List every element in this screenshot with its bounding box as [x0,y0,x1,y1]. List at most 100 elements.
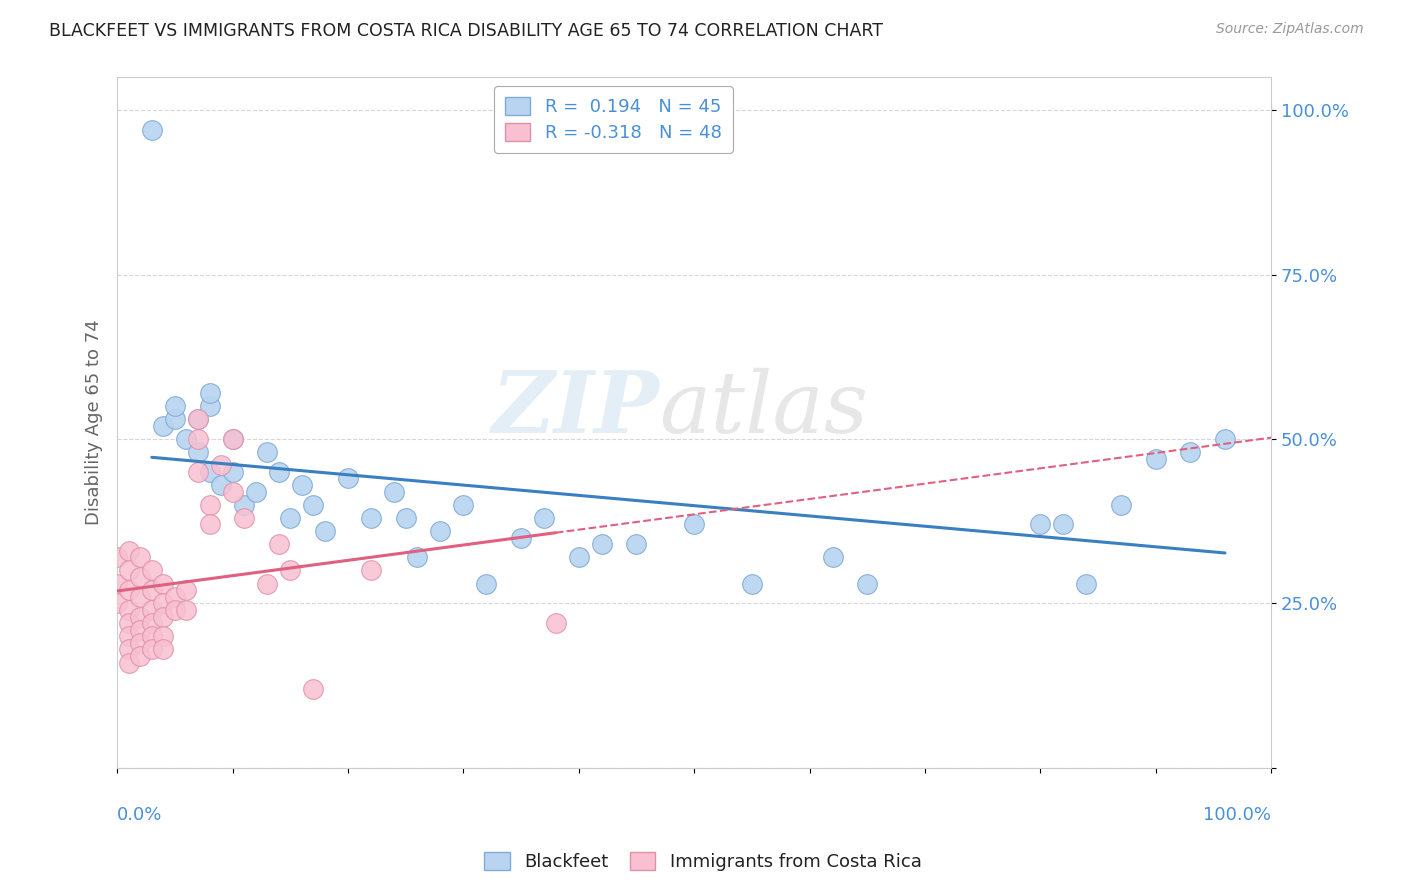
Point [187,445,209,459]
Point [302,498,325,512]
Point [821,550,844,565]
Point [118,642,141,657]
Point [291,478,314,492]
Legend: Blackfeet, Immigrants from Costa Rica: Blackfeet, Immigrants from Costa Rica [477,846,929,879]
Point [453,498,475,512]
Point [475,576,498,591]
Point [591,537,613,551]
Point [1144,451,1167,466]
Point [141,603,163,617]
Point [406,550,429,565]
Point [141,616,163,631]
Point [233,511,256,525]
Point [163,412,186,426]
Point [129,648,152,663]
Point [533,511,555,525]
Point [176,432,198,446]
Legend: R =  0.194   N = 45, R = -0.318   N = 48: R = 0.194 N = 45, R = -0.318 N = 48 [495,87,733,153]
Point [141,642,163,657]
Point [256,576,278,591]
Point [141,564,163,578]
Point [278,511,301,525]
Text: atlas: atlas [659,368,869,450]
Point [187,465,209,479]
Point [163,399,186,413]
Point [221,484,243,499]
Point [118,564,141,578]
Point [683,517,706,532]
Point [105,596,128,610]
Point [152,418,174,433]
Point [1180,445,1202,459]
Point [267,465,290,479]
Point [1029,517,1052,532]
Point [163,590,186,604]
Point [395,511,418,525]
Point [209,458,232,473]
Point [544,616,567,631]
Point [118,583,141,598]
Point [267,537,290,551]
Point [129,636,152,650]
Point [856,576,879,591]
Point [198,386,221,401]
Point [198,517,221,532]
Point [245,484,267,499]
Point [129,590,152,604]
Point [221,432,243,446]
Point [1052,517,1074,532]
Point [129,623,152,637]
Point [336,471,359,485]
Point [360,511,382,525]
Text: 100.0%: 100.0% [1204,805,1271,823]
Point [302,681,325,696]
Point [510,531,533,545]
Point [118,616,141,631]
Point [152,642,174,657]
Point [1076,576,1098,591]
Text: ZIP: ZIP [492,367,659,450]
Point [176,583,198,598]
Point [105,550,128,565]
Text: 0.0%: 0.0% [117,805,163,823]
Point [129,550,152,565]
Point [163,603,186,617]
Point [118,656,141,670]
Point [429,524,451,538]
Point [626,537,648,551]
Point [741,576,763,591]
Point [176,603,198,617]
Point [129,570,152,584]
Point [129,609,152,624]
Point [141,629,163,643]
Point [233,498,256,512]
Y-axis label: Disability Age 65 to 74: Disability Age 65 to 74 [86,319,103,525]
Point [141,123,163,137]
Point [382,484,405,499]
Point [256,445,278,459]
Point [187,412,209,426]
Point [152,629,174,643]
Point [118,543,141,558]
Point [141,583,163,598]
Text: BLACKFEET VS IMMIGRANTS FROM COSTA RICA DISABILITY AGE 65 TO 74 CORRELATION CHAR: BLACKFEET VS IMMIGRANTS FROM COSTA RICA … [49,22,883,40]
Point [360,564,382,578]
Point [221,432,243,446]
Point [278,564,301,578]
Point [118,629,141,643]
Point [568,550,591,565]
Point [209,478,232,492]
Point [198,465,221,479]
Point [221,465,243,479]
Point [314,524,336,538]
Point [152,596,174,610]
Point [118,603,141,617]
Point [105,576,128,591]
Point [198,399,221,413]
Point [198,498,221,512]
Point [187,412,209,426]
Point [1213,432,1236,446]
Point [187,432,209,446]
Point [1109,498,1132,512]
Text: Source: ZipAtlas.com: Source: ZipAtlas.com [1216,22,1364,37]
